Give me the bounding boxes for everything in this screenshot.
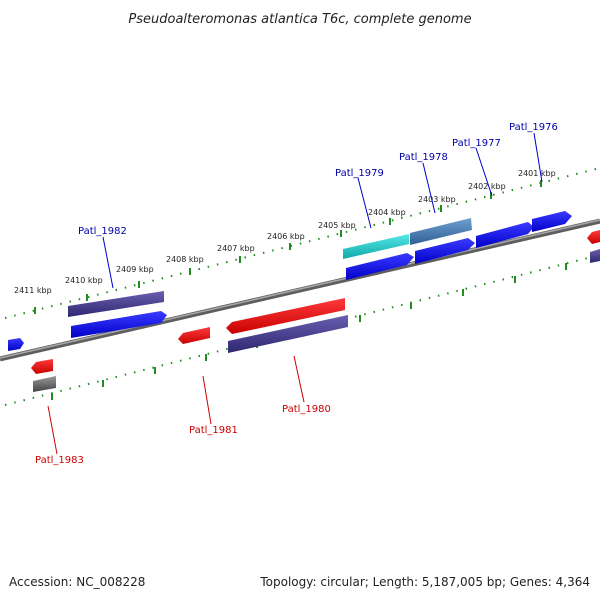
gene-arrow[interactable] bbox=[71, 311, 167, 338]
gene-label[interactable]: Patl_1983 bbox=[35, 455, 84, 466]
leader-line bbox=[102, 236, 114, 289]
gene-arrow[interactable] bbox=[8, 338, 24, 351]
tick-label: 2410 kbp bbox=[65, 276, 103, 285]
gene-arrow[interactable] bbox=[476, 222, 534, 248]
tick-label: 2411 kbp bbox=[14, 286, 52, 295]
tick-label: 2401 kbp bbox=[518, 169, 556, 178]
gene-labels: Patl_1976 Patl_1977 Patl_1978 Patl_1979 … bbox=[35, 122, 558, 466]
gene-label[interactable]: Patl_1976 bbox=[509, 122, 558, 133]
tick-label: 2406 kbp bbox=[267, 232, 305, 241]
gene-arrow[interactable] bbox=[415, 238, 475, 264]
gene-arrow[interactable] bbox=[178, 327, 210, 344]
tick-label: 2408 kbp bbox=[166, 255, 204, 264]
reverse-genes bbox=[31, 230, 600, 392]
gene-arrow[interactable] bbox=[587, 230, 600, 244]
tick-label: 2404 kbp bbox=[368, 208, 406, 217]
gene-block[interactable] bbox=[228, 315, 348, 353]
gene-label[interactable]: Patl_1978 bbox=[399, 152, 448, 163]
leader-line bbox=[422, 162, 436, 214]
gene-arrow[interactable] bbox=[31, 359, 53, 374]
gene-arrow[interactable] bbox=[532, 211, 572, 232]
tick-label: 2403 kbp bbox=[418, 195, 456, 204]
accession-text: Accession: NC_008228 bbox=[9, 575, 145, 589]
gene-arrow[interactable] bbox=[226, 298, 345, 334]
gene-label[interactable]: Patl_1981 bbox=[189, 425, 238, 436]
map-title: Pseudoalteromonas atlantica T6c, complet… bbox=[128, 12, 471, 27]
leader-line bbox=[533, 132, 543, 183]
genome-summary-text: Topology: circular; Length: 5,187,005 bp… bbox=[259, 575, 590, 589]
genome-backbone-highlight bbox=[0, 219, 600, 359]
gene-block[interactable] bbox=[343, 234, 409, 259]
gene-block[interactable] bbox=[590, 249, 600, 263]
gene-label[interactable]: Patl_1977 bbox=[452, 138, 501, 149]
leader-line bbox=[293, 355, 305, 403]
tick-label: 2409 kbp bbox=[116, 265, 154, 274]
tick-labels: 2411 kbp 2410 kbp 2409 kbp 2408 kbp 2407… bbox=[14, 169, 556, 295]
leader-line bbox=[47, 405, 58, 455]
gene-block[interactable] bbox=[33, 376, 56, 392]
major-ticks bbox=[34, 180, 542, 314]
gene-label[interactable]: Patl_1979 bbox=[335, 168, 384, 179]
genome-backbone bbox=[0, 218, 600, 362]
gene-block[interactable] bbox=[410, 218, 472, 245]
tick-label: 2407 kbp bbox=[217, 244, 255, 253]
gene-label[interactable]: Patl_1980 bbox=[282, 404, 331, 415]
leader-line bbox=[357, 177, 372, 229]
leader-lines bbox=[47, 132, 543, 455]
leader-line bbox=[202, 375, 212, 425]
leader-line bbox=[475, 147, 493, 197]
gene-block[interactable] bbox=[68, 291, 164, 317]
tick-label: 2402 kbp bbox=[468, 182, 506, 191]
gene-arrow[interactable] bbox=[346, 253, 414, 280]
tick-label: 2405 kbp bbox=[318, 221, 356, 230]
gene-label[interactable]: Patl_1982 bbox=[78, 226, 127, 237]
forward-genes bbox=[8, 211, 572, 351]
